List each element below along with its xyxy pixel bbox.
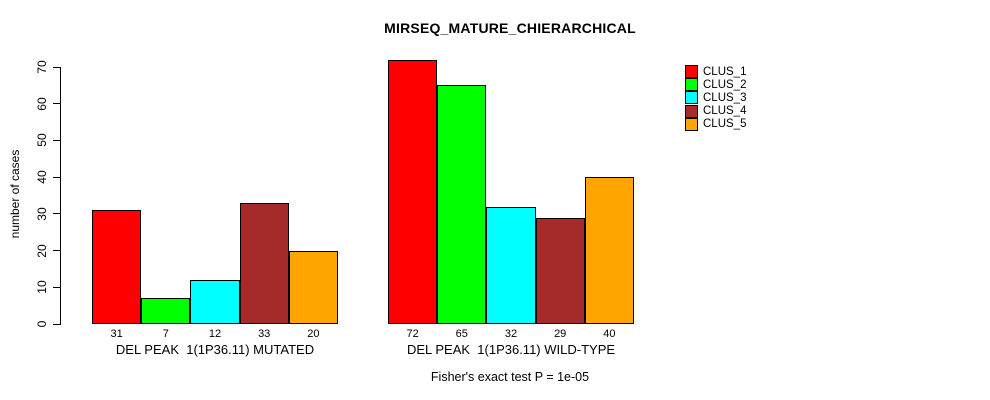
y-axis-tick-label: 30 [35, 207, 49, 221]
y-axis-tick [53, 176, 61, 178]
y-axis-tick-label: 70 [35, 60, 49, 74]
legend-item: CLUS_3 [685, 91, 747, 105]
legend-label: CLUS_3 [703, 91, 747, 104]
y-axis-tick [53, 139, 61, 141]
y-axis-tick [53, 250, 61, 252]
legend-label: CLUS_4 [703, 105, 747, 118]
y-axis-tick-label: 40 [35, 170, 49, 184]
group-label: DEL PEAK 1(1P36.11) WILD-TYPE [406, 342, 616, 357]
legend: CLUS_1 CLUS_2 CLUS_3 CLUS_4 CLUS_5 [685, 65, 746, 131]
y-axis-tick-label: 0 [35, 320, 49, 328]
bar-clus_2-group2 [437, 85, 487, 324]
bar-value-label: 7 [162, 328, 169, 340]
y-axis-tick-label: 20 [35, 243, 49, 258]
legend-label: CLUS_1 [703, 65, 747, 78]
bar-clus_3-group2 [486, 206, 536, 324]
y-axis-label: number of cases [8, 149, 22, 239]
bar-clus_3-group1 [190, 279, 240, 324]
bar-clus_1-group1 [92, 210, 142, 324]
bar-value-label: 31 [110, 328, 123, 340]
y-axis-tick [53, 323, 61, 325]
y-axis-tick-label: 50 [35, 133, 49, 148]
bar-clus_2-group1 [141, 298, 191, 324]
legend-item: CLUS_4 [685, 104, 747, 118]
y-axis-line [60, 67, 61, 325]
bar-value-label: 40 [603, 328, 616, 340]
y-axis-tick-label: 10 [35, 280, 49, 294]
legend-label: CLUS_5 [703, 118, 747, 131]
group-label: DEL PEAK 1(1P36.11) MUTATED [115, 342, 315, 357]
legend-item: CLUS_2 [685, 78, 747, 92]
caption: Fisher's exact test P = 1e-05 [430, 370, 590, 384]
legend-swatch [685, 65, 698, 79]
y-axis-tick-label: 60 [35, 97, 49, 111]
y-axis-tick [53, 213, 61, 215]
legend-item: CLUS_1 [685, 65, 747, 79]
bar-value-label: 32 [504, 328, 518, 340]
bar-clus_1-group2 [388, 59, 438, 324]
legend-swatch [685, 91, 698, 105]
bar-clus_5-group1 [288, 250, 338, 324]
bar-value-label: 20 [307, 328, 320, 340]
bar-value-label: 12 [208, 328, 222, 340]
y-axis-tick [53, 66, 61, 68]
bar-clus_4-group1 [239, 202, 289, 324]
y-axis-tick [53, 286, 61, 288]
bar-value-label: 29 [554, 328, 567, 340]
legend-swatch [685, 117, 698, 131]
chart-title: MIRSEQ_MATURE_CHIERARCHICAL [384, 20, 636, 36]
legend-swatch [685, 104, 698, 118]
legend-label: CLUS_2 [703, 78, 747, 91]
bar-value-label: 65 [455, 328, 468, 340]
legend-swatch [685, 78, 698, 92]
bar-clus_4-group2 [535, 217, 585, 324]
bar-value-label: 33 [258, 328, 271, 340]
legend-item: CLUS_5 [685, 117, 747, 131]
bar-value-label: 72 [406, 328, 419, 340]
bar-clus_5-group2 [584, 177, 634, 324]
y-axis-tick [53, 103, 61, 105]
